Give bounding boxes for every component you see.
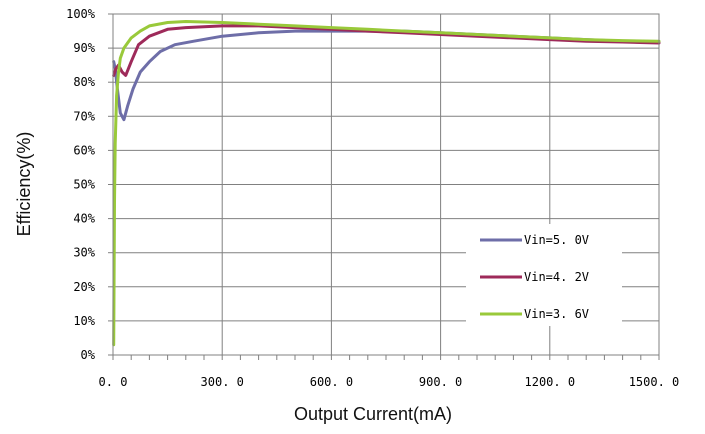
x-tick-labels: 0. 0 300. 0 600. 0 900. 0 1200. 0 1500. 0 <box>99 375 680 389</box>
minor-ticks <box>108 13 660 360</box>
series-line <box>112 20 661 347</box>
series-lines <box>112 20 661 347</box>
x-tick-label: 1500. 0 <box>629 375 680 389</box>
x-tick-label: 0. 0 <box>99 375 128 389</box>
x-tick-label: 300. 0 <box>201 375 244 389</box>
y-tick-label: 90% <box>73 41 95 55</box>
y-tick-label: 70% <box>73 109 95 123</box>
x-tick-label: 600. 0 <box>310 375 353 389</box>
y-tick-label: 40% <box>73 212 95 226</box>
legend-label: Vin=3. 6V <box>524 307 589 321</box>
legend: Vin=5. 0V Vin=4. 2V Vin=3. 6V <box>466 224 622 326</box>
y-tick-label: 30% <box>73 246 95 260</box>
series-line <box>112 24 661 77</box>
y-tick-label: 20% <box>73 280 95 294</box>
x-tick-label: 1200. 0 <box>525 375 576 389</box>
legend-label: Vin=5. 0V <box>524 233 589 247</box>
x-axis-title: Output Current(mA) <box>294 404 452 424</box>
legend-label: Vin=4. 2V <box>524 270 589 284</box>
y-tick-label: 50% <box>73 178 95 192</box>
y-tick-label: 80% <box>73 75 95 89</box>
y-axis-title: Efficiency(%) <box>14 132 34 237</box>
y-tick-label: 10% <box>73 314 95 328</box>
y-tick-label: 100% <box>66 7 96 21</box>
y-tick-labels: 0% 10% 20% 30% 40% 50% 60% 70% 80% 90% 100% <box>66 7 96 362</box>
y-tick-label: 60% <box>73 143 95 157</box>
x-tick-label: 900. 0 <box>419 375 462 389</box>
y-tick-label: 0% <box>81 348 96 362</box>
plot-border <box>112 13 660 356</box>
